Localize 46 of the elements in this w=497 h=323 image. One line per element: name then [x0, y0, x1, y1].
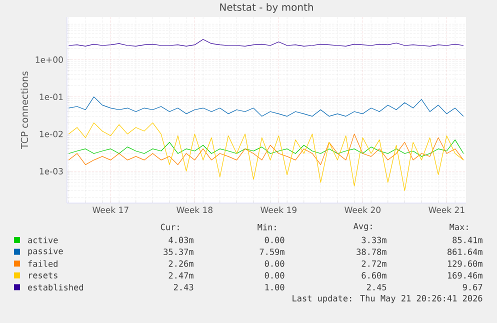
text: 3.33m: [362, 236, 386, 244]
text: 6.60m: [362, 272, 386, 279]
line-series: [68, 122, 464, 191]
text: Max:: [450, 224, 468, 230]
text: 2.26m: [168, 260, 194, 267]
text: 4.03m: [168, 236, 194, 244]
text: Last update: Thu May 21 20:26:41 2026: [292, 294, 482, 304]
x-tick-label: Week 17: [92, 206, 128, 214]
text: 0.00: [264, 272, 284, 279]
text: 169.46m: [448, 272, 482, 279]
legend-label: passive: [28, 248, 63, 256]
text: 85.41m: [452, 236, 482, 244]
text: 9.67: [462, 284, 482, 290]
text: 1.00: [265, 284, 284, 290]
y-tick-label: 1e-01: [40, 94, 63, 100]
text: 2.72m: [362, 260, 386, 267]
legend-label: established: [28, 284, 84, 291]
text: 0.00: [264, 236, 284, 244]
x-tick-label: Week 18: [176, 206, 212, 214]
text: 129.60m: [448, 260, 482, 267]
line-series: [68, 134, 464, 165]
legend-label: active: [28, 236, 58, 244]
text: Min:: [258, 224, 276, 230]
line-series: [68, 96, 464, 117]
y-tick-label: 1e-03: [40, 168, 63, 174]
line-series: [68, 139, 464, 157]
line-series: [68, 39, 464, 46]
text: 2.45: [366, 284, 386, 290]
legend-label: resets: [29, 272, 58, 278]
chart-title: Netstat - by month: [220, 3, 313, 13]
text: Avg:: [353, 222, 372, 232]
x-tick-label: Week 20: [344, 206, 381, 214]
text: 35.37m: [164, 248, 194, 256]
x-tick-label: Week 19: [260, 206, 296, 214]
text: 38.78m: [356, 248, 386, 256]
x-tick-label: Week 21: [428, 206, 464, 214]
text: 2.43: [174, 284, 194, 290]
y-axis-title: TCP connections: [20, 71, 28, 149]
y-tick-label: 1e-02: [40, 130, 63, 138]
text: 2.47m: [168, 272, 194, 279]
text: 0.00: [264, 260, 284, 267]
text: 861.64m: [448, 248, 482, 256]
y-tick-label: 1e+00: [36, 56, 63, 63]
text: Cur:: [160, 224, 179, 230]
text: 7.59m: [260, 248, 284, 256]
legend-label: failed: [28, 260, 58, 267]
